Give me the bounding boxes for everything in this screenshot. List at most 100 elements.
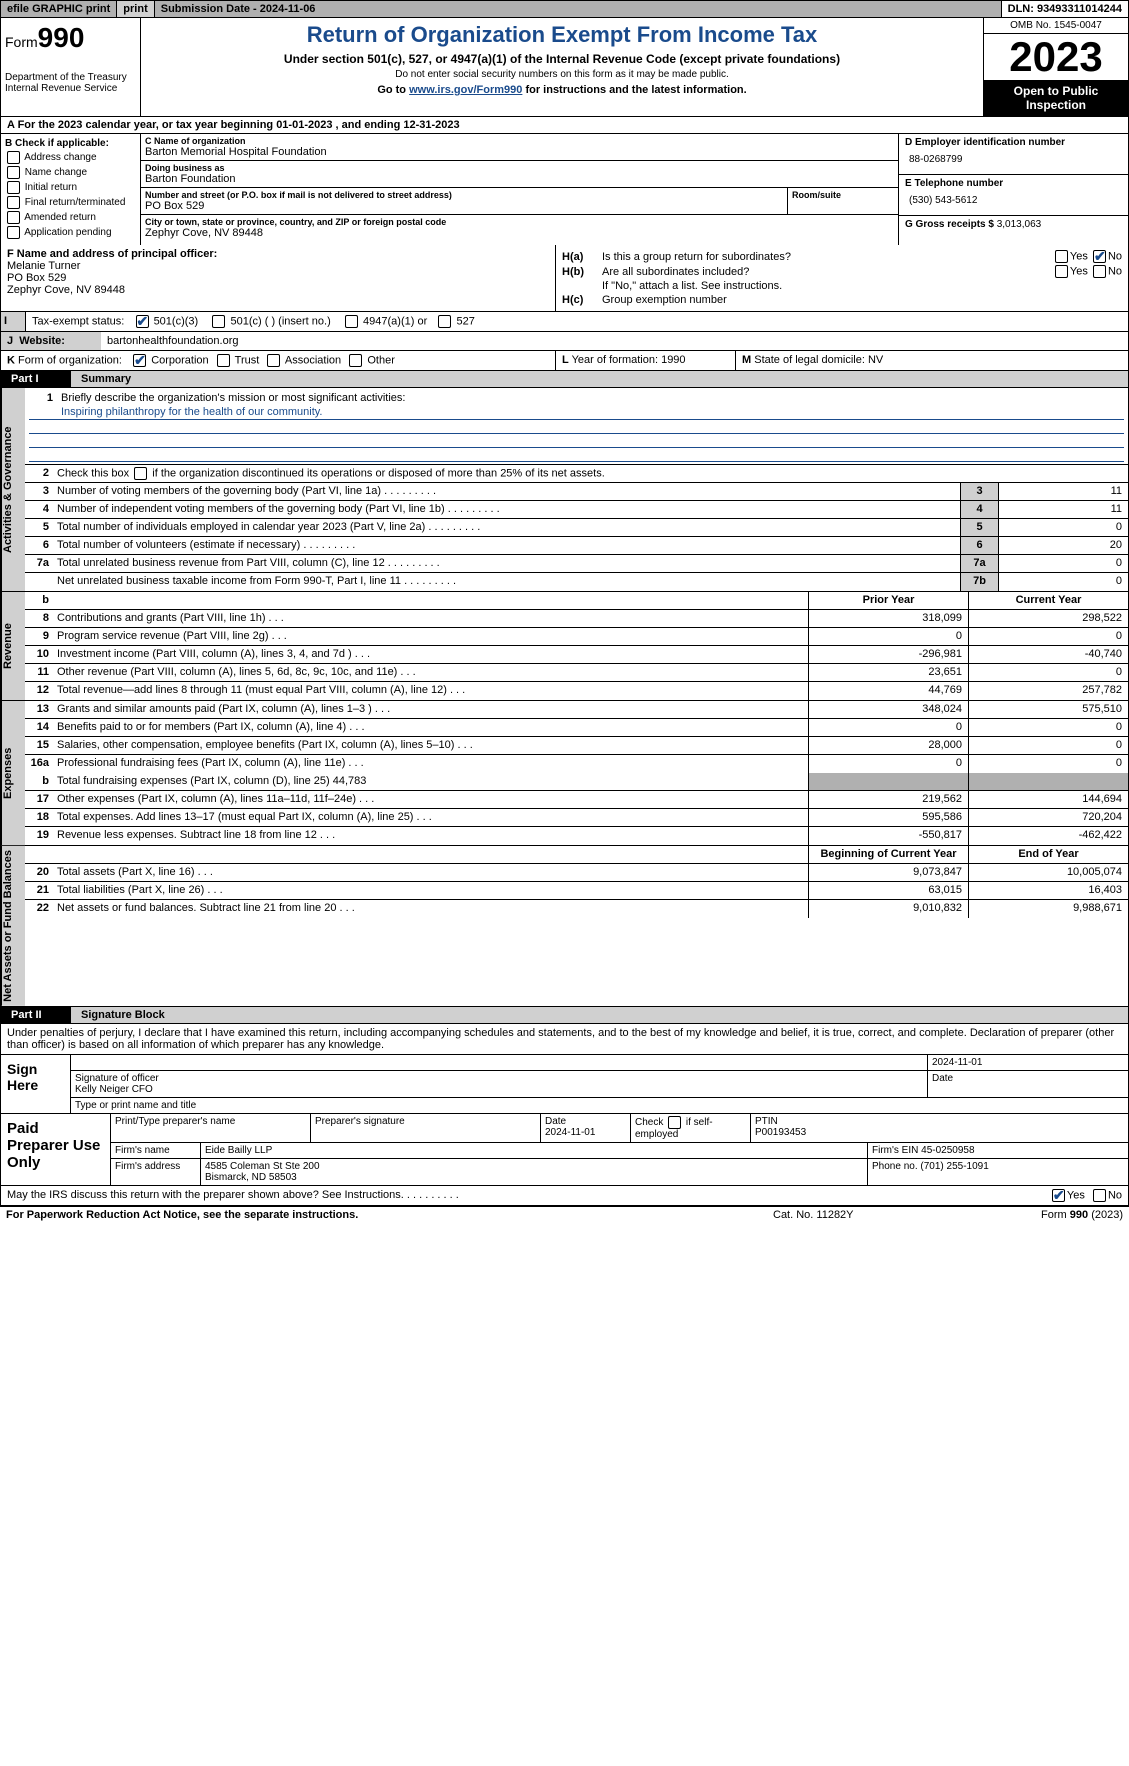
firm-ein: 45-0250958 bbox=[921, 1145, 974, 1156]
box-f: F Name and address of principal officer:… bbox=[1, 245, 556, 311]
row-klm: K Form of organization: Corporation Trus… bbox=[0, 351, 1129, 371]
table-row: 18Total expenses. Add lines 13–17 (must … bbox=[25, 809, 1128, 827]
part1-header: Part I Summary bbox=[0, 371, 1129, 388]
hb-label: H(b) bbox=[562, 266, 602, 278]
chk-final-return[interactable]: Final return/terminated bbox=[5, 196, 136, 209]
j-label: J Website: bbox=[1, 332, 101, 350]
chk-pending[interactable]: Application pending bbox=[5, 226, 136, 239]
firm-addr-label: Firm's address bbox=[111, 1159, 201, 1185]
box-m: M State of legal domicile: NV bbox=[736, 351, 1128, 370]
mission-text: Inspiring philanthropy for the health of… bbox=[29, 406, 1124, 420]
chk-initial-return[interactable]: Initial return bbox=[5, 181, 136, 194]
l4-val: 11 bbox=[998, 501, 1128, 518]
box-h: H(a) Is this a group return for subordin… bbox=[556, 245, 1128, 311]
prep-sig-label: Preparer's signature bbox=[311, 1114, 541, 1142]
chk-4947[interactable] bbox=[345, 315, 358, 328]
city-label: City or town, state or province, country… bbox=[145, 217, 894, 227]
website: bartonhealthfoundation.org bbox=[101, 332, 1128, 350]
chk-trust[interactable] bbox=[217, 354, 230, 367]
table-row: 14Benefits paid to or for members (Part … bbox=[25, 719, 1128, 737]
chk-527[interactable] bbox=[438, 315, 451, 328]
addr-label: Number and street (or P.O. box if mail i… bbox=[145, 190, 783, 200]
perjury-text: Under penalties of perjury, I declare th… bbox=[0, 1024, 1129, 1055]
prep-name-label: Print/Type preparer's name bbox=[111, 1114, 311, 1142]
gross-label: G Gross receipts $ bbox=[905, 219, 997, 230]
table-row: 17Other expenses (Part IX, column (A), l… bbox=[25, 791, 1128, 809]
footer-right: Form 990 (2023) bbox=[923, 1209, 1123, 1221]
org-name: Barton Memorial Hospital Foundation bbox=[145, 146, 894, 158]
paid-date-label: Date bbox=[545, 1116, 566, 1127]
addr-value: PO Box 529 bbox=[145, 200, 783, 212]
exp-sidelabel: Expenses bbox=[1, 701, 25, 845]
ein-value: 88-0268799 bbox=[905, 148, 1122, 171]
submission-date: Submission Date - 2024-11-06 bbox=[155, 1, 1002, 17]
gross-value: 3,013,063 bbox=[997, 219, 1042, 230]
sign-date: 2024-11-01 bbox=[928, 1055, 1128, 1070]
table-row: 13Grants and similar amounts paid (Part … bbox=[25, 701, 1128, 719]
room-label: Room/suite bbox=[792, 190, 894, 200]
part1-title: Summary bbox=[71, 371, 1128, 387]
chk-discontinued[interactable] bbox=[134, 467, 147, 480]
ha-label: H(a) bbox=[562, 251, 602, 263]
firm-name: Eide Bailly LLP bbox=[201, 1143, 868, 1158]
table-row: 19Revenue less expenses. Subtract line 1… bbox=[25, 827, 1128, 845]
box-d: D Employer identification number 88-0268… bbox=[898, 134, 1128, 245]
table-row: 10Investment income (Part VIII, column (… bbox=[25, 646, 1128, 664]
l3-text: Number of voting members of the governin… bbox=[53, 483, 960, 500]
part2-header: Part II Signature Block bbox=[0, 1007, 1129, 1024]
l3-val: 11 bbox=[998, 483, 1128, 500]
box-c: C Name of organization Barton Memorial H… bbox=[141, 134, 898, 245]
tax-exempt-row: Tax-exempt status: 501(c)(3) 501(c) ( ) … bbox=[26, 312, 1128, 331]
discuss-yesno: Yes No bbox=[1050, 1189, 1122, 1202]
form-title: Return of Organization Exempt From Incom… bbox=[145, 22, 979, 48]
current-year-hdr: Current Year bbox=[968, 592, 1128, 609]
city-value: Zephyr Cove, NV 89448 bbox=[145, 227, 894, 239]
footer-left: For Paperwork Reduction Act Notice, see … bbox=[6, 1209, 773, 1221]
irs-link[interactable]: www.irs.gov/Form990 bbox=[409, 84, 522, 96]
ssn-note: Do not enter social security numbers on … bbox=[145, 69, 979, 80]
tax-year: 2023 bbox=[984, 34, 1128, 80]
l6-text: Total number of volunteers (estimate if … bbox=[53, 537, 960, 554]
chk-501c[interactable] bbox=[212, 315, 225, 328]
chk-501c3[interactable] bbox=[136, 315, 149, 328]
sig-label: Signature of officer bbox=[75, 1073, 923, 1084]
chk-assoc[interactable] bbox=[267, 354, 280, 367]
firm-label: Firm's name bbox=[111, 1143, 201, 1158]
dba-name: Barton Foundation bbox=[145, 173, 894, 185]
end-year-hdr: End of Year bbox=[968, 846, 1128, 863]
paid-label: Paid Preparer Use Only bbox=[1, 1114, 111, 1185]
l7a-val: 0 bbox=[998, 555, 1128, 572]
goto-note: Go to www.irs.gov/Form990 for instructio… bbox=[145, 84, 979, 96]
hb-note: If "No," attach a list. See instructions… bbox=[602, 280, 1122, 292]
box-k: K Form of organization: Corporation Trus… bbox=[1, 351, 556, 370]
l16b-text: Total fundraising expenses (Part IX, col… bbox=[53, 773, 808, 790]
ha-text: Is this a group return for subordinates? bbox=[602, 251, 1053, 263]
table-row: 12Total revenue—add lines 8 through 11 (… bbox=[25, 682, 1128, 700]
form-subtitle: Under section 501(c), 527, or 4947(a)(1)… bbox=[145, 52, 979, 66]
ha-yesno: Yes No bbox=[1053, 250, 1122, 263]
date-label: Date bbox=[928, 1071, 1128, 1097]
firm-addr1: 4585 Coleman St Ste 200 bbox=[205, 1161, 863, 1172]
chk-corp[interactable] bbox=[133, 354, 146, 367]
form-header: Form990 Department of the Treasury Inter… bbox=[0, 18, 1129, 117]
chk-address-change[interactable]: Address change bbox=[5, 151, 136, 164]
print-button[interactable]: print bbox=[117, 1, 154, 17]
chk-self-emp[interactable] bbox=[668, 1116, 681, 1129]
chk-amended[interactable]: Amended return bbox=[5, 211, 136, 224]
l4-text: Number of independent voting members of … bbox=[53, 501, 960, 518]
topbar: efile GRAPHIC print print Submission Dat… bbox=[0, 0, 1129, 18]
table-row: 22Net assets or fund balances. Subtract … bbox=[25, 900, 1128, 918]
self-emp: Check if self-employed bbox=[631, 1114, 751, 1142]
chk-other[interactable] bbox=[349, 354, 362, 367]
l7a-text: Total unrelated business revenue from Pa… bbox=[53, 555, 960, 572]
hb-yesno: Yes No bbox=[1053, 265, 1122, 278]
hc-text: Group exemption number bbox=[602, 294, 1122, 306]
hb-text: Are all subordinates included? bbox=[602, 266, 1053, 278]
paid-preparer: Paid Preparer Use Only Print/Type prepar… bbox=[0, 1114, 1129, 1186]
part2-title: Signature Block bbox=[71, 1007, 1128, 1023]
table-row: 9Program service revenue (Part VIII, lin… bbox=[25, 628, 1128, 646]
table-row: 8Contributions and grants (Part VIII, li… bbox=[25, 610, 1128, 628]
chk-name-change[interactable]: Name change bbox=[5, 166, 136, 179]
firm-addr2: Bismarck, ND 58503 bbox=[205, 1172, 863, 1183]
org-name-label: C Name of organization bbox=[145, 136, 894, 146]
